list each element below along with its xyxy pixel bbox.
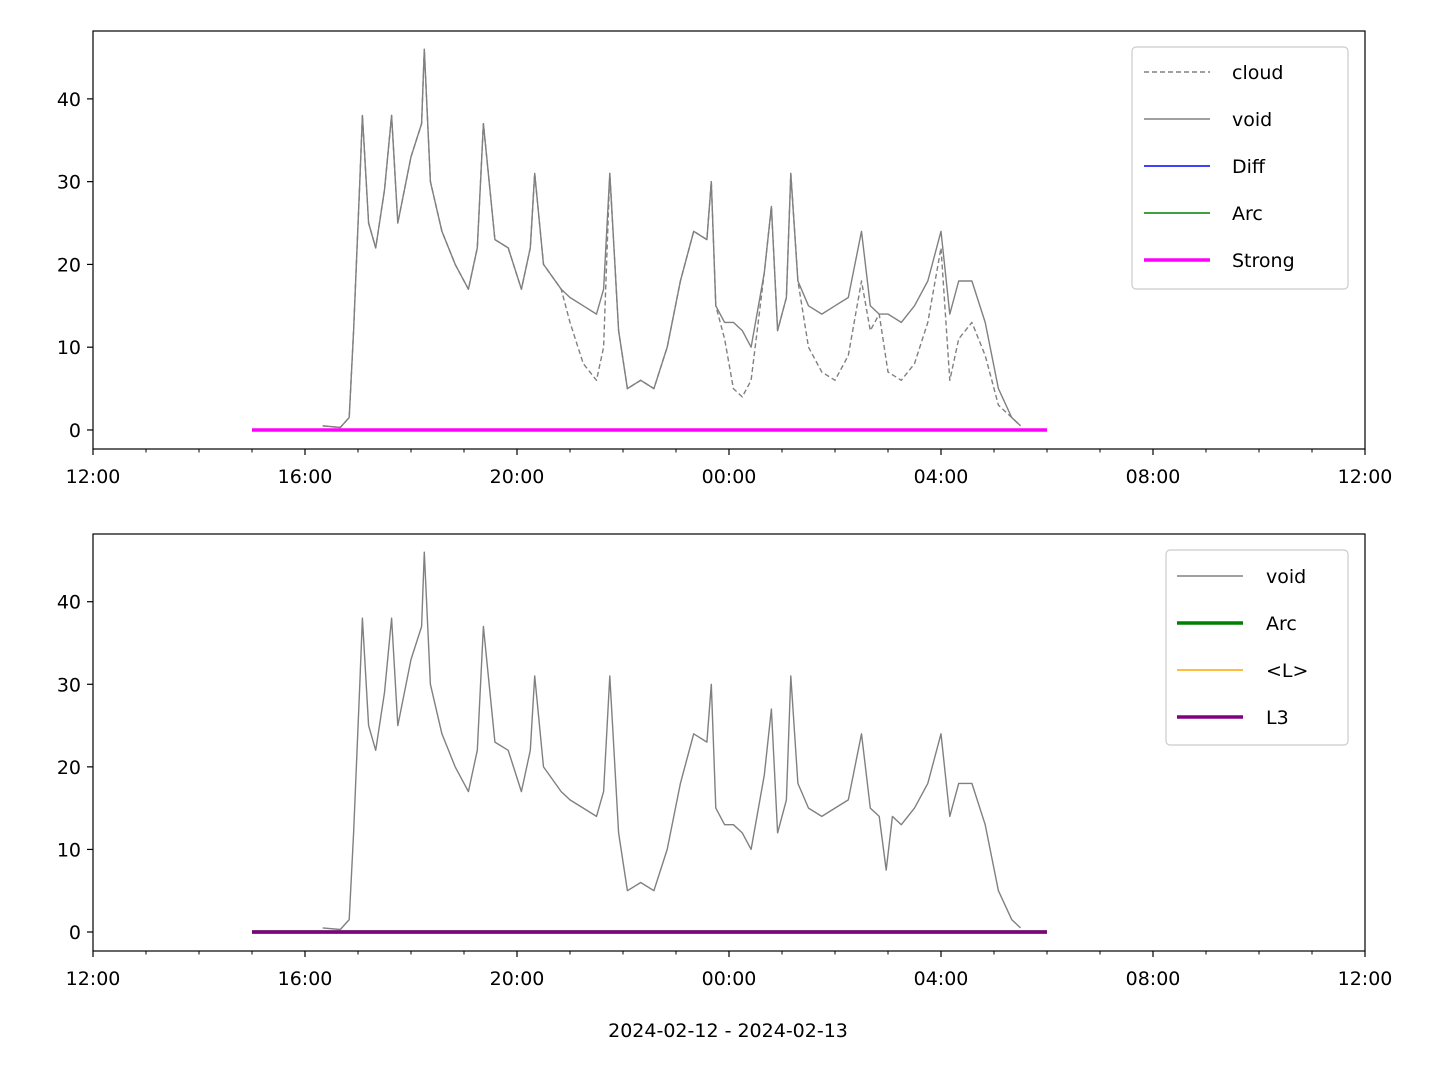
x-tick-label: 00:00: [702, 466, 757, 488]
y-tick-label: 20: [57, 757, 81, 779]
x-tick-label: 16:00: [278, 968, 333, 990]
x-tick-label: 12:00: [66, 466, 121, 488]
y-tick-label: 20: [57, 254, 81, 276]
plot-area: [252, 551, 1047, 934]
bottom-x-axis-label: 2024-02-12 - 2024-02-13: [608, 1020, 848, 1042]
legend-label: Diff: [1232, 156, 1266, 178]
y-tick-label: 30: [57, 172, 81, 194]
legend-label: Strong: [1232, 250, 1295, 272]
y-tick-label: 0: [69, 420, 81, 442]
y-tick-label: 30: [57, 674, 81, 696]
x-tick-label: 08:00: [1126, 968, 1181, 990]
x-tick-label: 12:00: [1338, 968, 1393, 990]
legend-box: [1165, 549, 1349, 746]
x-tick-label: 04:00: [914, 466, 969, 488]
y-tick-label: 10: [57, 839, 81, 861]
x-tick-label: 12:00: [66, 968, 121, 990]
plot-area: [252, 48, 1047, 432]
legend-label: <L>: [1266, 660, 1308, 682]
legend-label: void: [1232, 109, 1272, 131]
x-tick-label: 04:00: [914, 968, 969, 990]
legend: cloud void Diff Arc Strong: [1131, 46, 1349, 290]
legend-label: void: [1266, 566, 1306, 588]
x-tick-label: 00:00: [702, 968, 757, 990]
x-tick-label: 20:00: [490, 968, 545, 990]
series-line-void: [322, 48, 1021, 429]
x-tick-label: 08:00: [1126, 466, 1181, 488]
y-tick-label: 10: [57, 337, 81, 359]
legend: void Arc <L> L3: [1165, 549, 1349, 746]
legend-label: Arc: [1266, 613, 1297, 635]
legend-label: Arc: [1232, 203, 1263, 225]
x-tick-label: 12:00: [1338, 466, 1393, 488]
y-tick-label: 40: [57, 89, 81, 111]
x-tick-label: 16:00: [278, 466, 333, 488]
bottom-panel: 0 10 20 30 40 12:00 16:00 20:00 00:00 04:00 08:00 1…: [57, 533, 1393, 990]
y-tick-label: 40: [57, 592, 81, 614]
y-tick-label: 0: [69, 922, 81, 944]
legend-label: L3: [1266, 707, 1289, 729]
legend-label: cloud: [1232, 62, 1283, 84]
legend-box: [1131, 46, 1349, 290]
top-panel: 0 10 20 30 40 12:00 16:00 20:00 00:00 04:00 08:00 1…: [57, 30, 1393, 488]
x-tick-label: 20:00: [490, 466, 545, 488]
series-line-void: [322, 551, 1021, 931]
